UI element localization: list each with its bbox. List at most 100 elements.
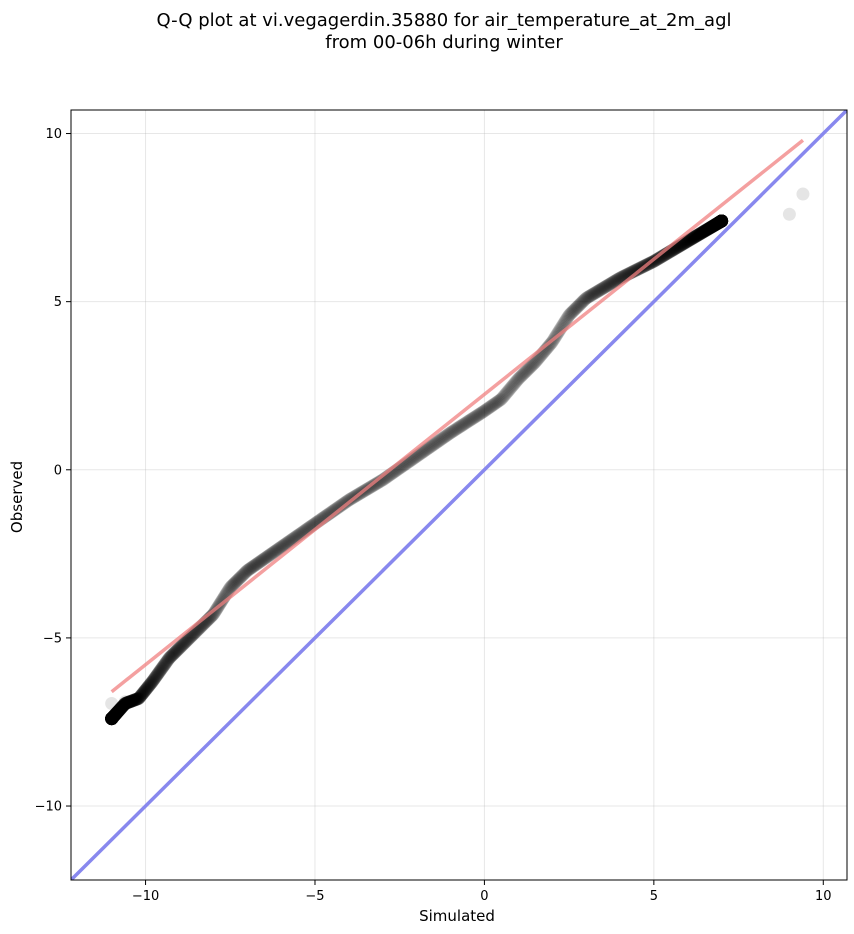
qq-point <box>333 499 347 513</box>
x-tick-label: −5 <box>305 889 324 904</box>
qq-point <box>707 218 721 232</box>
qq-point <box>487 397 501 411</box>
qq-point <box>161 652 175 666</box>
qq-point <box>709 218 723 232</box>
qq-point <box>157 659 171 673</box>
qq-point <box>160 654 174 668</box>
qq-point <box>165 648 179 662</box>
qq-point <box>592 284 606 298</box>
qq-point <box>611 272 625 286</box>
qq-point <box>114 701 128 715</box>
qq-point <box>118 697 132 711</box>
qq-point <box>684 232 698 246</box>
qq-point <box>105 712 119 726</box>
qq-point <box>171 643 185 657</box>
qq-point <box>711 216 725 230</box>
qq-point <box>154 662 168 676</box>
qq-point <box>105 711 119 725</box>
qq-point <box>105 711 119 725</box>
qq-point <box>137 685 151 699</box>
qq-point <box>715 214 729 228</box>
qq-point <box>112 704 126 718</box>
qq-point <box>574 297 588 311</box>
qq-point <box>158 657 172 671</box>
qq-point <box>710 217 724 231</box>
qq-point <box>105 712 119 726</box>
qq-point <box>425 439 439 453</box>
qq-point <box>584 289 598 303</box>
qq-point <box>115 700 129 714</box>
qq-point <box>715 214 729 228</box>
qq-point <box>715 214 729 228</box>
qq-point <box>237 567 251 581</box>
qq-point <box>699 223 713 237</box>
qq-point <box>105 712 119 726</box>
qq-point <box>502 383 516 397</box>
qq-point <box>118 696 132 710</box>
grid-lines <box>71 110 847 880</box>
qq-point <box>184 630 198 644</box>
qq-point <box>280 536 294 550</box>
qq-point <box>685 231 699 245</box>
qq-point <box>105 712 119 726</box>
qq-point <box>207 606 221 620</box>
qq-point <box>602 278 616 292</box>
qq-point <box>108 708 122 722</box>
qq-point <box>708 218 722 232</box>
qq-point <box>715 214 729 228</box>
qq-point <box>232 572 246 586</box>
qq-point <box>114 701 128 715</box>
qq-point <box>711 216 725 230</box>
qq-point <box>552 325 566 339</box>
qq-point <box>578 292 592 306</box>
qq-point <box>105 711 119 725</box>
qq-point <box>335 498 349 512</box>
qq-point <box>105 712 119 726</box>
qq-point <box>123 695 137 709</box>
qq-point <box>428 436 442 450</box>
qq-point <box>715 214 729 228</box>
qq-point <box>114 702 128 716</box>
qq-point <box>713 215 727 229</box>
qq-point <box>124 694 138 708</box>
qq-point <box>120 696 134 710</box>
qq-point <box>418 443 432 457</box>
qq-point <box>579 291 593 305</box>
qq-point <box>714 214 728 228</box>
qq-point <box>160 655 174 669</box>
qq-point <box>253 555 267 569</box>
qq-point <box>586 287 600 301</box>
qq-point <box>109 707 123 721</box>
qq-point <box>565 305 579 319</box>
qq-point <box>444 425 458 439</box>
qq-point <box>714 214 728 228</box>
qq-point <box>714 214 728 228</box>
qq-point <box>105 711 119 725</box>
qq-point <box>109 707 123 721</box>
qq-point <box>700 223 714 237</box>
qq-point <box>106 710 120 724</box>
qq-point <box>708 218 722 232</box>
qq-point <box>701 222 715 236</box>
qq-point <box>712 216 726 230</box>
qq-point <box>257 552 271 566</box>
qq-point <box>146 673 160 687</box>
qq-point <box>115 700 129 714</box>
qq-point <box>715 214 729 228</box>
qq-point <box>704 220 718 234</box>
qq-point <box>279 537 293 551</box>
qq-point <box>108 708 122 722</box>
qq-point <box>708 218 722 232</box>
qq-point <box>130 692 144 706</box>
qq-point <box>482 400 496 414</box>
qq-point <box>109 706 123 720</box>
qq-point <box>132 691 146 705</box>
qq-point <box>583 289 597 303</box>
qq-point <box>105 711 119 725</box>
qq-point <box>475 406 489 420</box>
qq-point <box>596 282 610 296</box>
qq-point <box>706 219 720 233</box>
qq-point <box>135 687 149 701</box>
qq-point <box>691 228 705 242</box>
qq-point <box>123 695 137 709</box>
